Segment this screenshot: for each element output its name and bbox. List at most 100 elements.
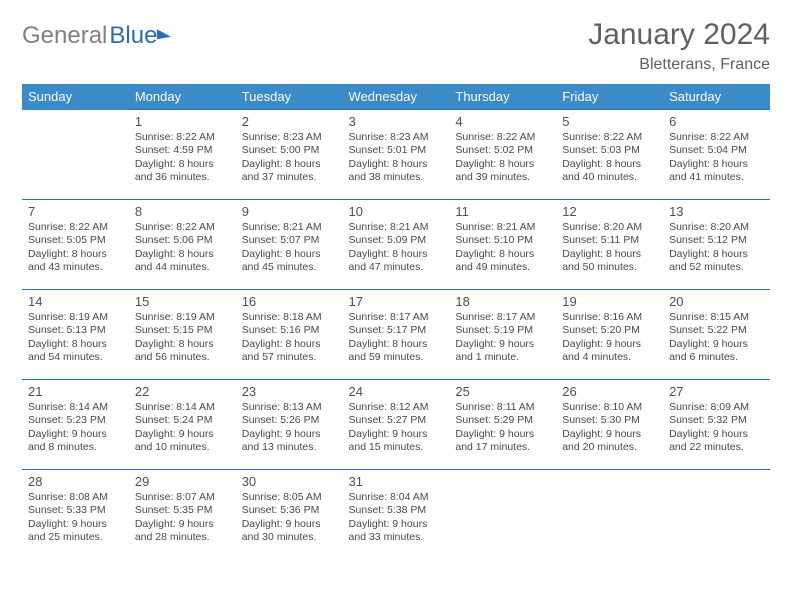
weekday-header: Friday bbox=[556, 84, 663, 110]
month-title: January 2024 bbox=[588, 18, 770, 52]
day-info-line: Sunrise: 8:21 AM bbox=[455, 221, 550, 234]
weekday-header-row: Sunday Monday Tuesday Wednesday Thursday… bbox=[22, 84, 770, 110]
day-info-line: and 6 minutes. bbox=[669, 351, 764, 364]
day-info-line: Sunrise: 8:20 AM bbox=[562, 221, 657, 234]
day-info-line: Daylight: 8 hours bbox=[349, 248, 444, 261]
day-number: 16 bbox=[242, 294, 337, 309]
calendar-day-cell: 20Sunrise: 8:15 AMSunset: 5:22 PMDayligh… bbox=[663, 290, 770, 376]
location-label: Bletterans, France bbox=[588, 56, 770, 74]
day-info-line: Daylight: 8 hours bbox=[669, 158, 764, 171]
day-info-line: Sunrise: 8:17 AM bbox=[455, 311, 550, 324]
day-info-line: and 43 minutes. bbox=[28, 261, 123, 274]
day-number: 19 bbox=[562, 294, 657, 309]
day-number: 12 bbox=[562, 204, 657, 219]
calendar-day-cell: 18Sunrise: 8:17 AMSunset: 5:19 PMDayligh… bbox=[449, 290, 556, 376]
day-info-line: Daylight: 9 hours bbox=[669, 338, 764, 351]
calendar-day-cell: 8Sunrise: 8:22 AMSunset: 5:06 PMDaylight… bbox=[129, 200, 236, 286]
day-info-line: Daylight: 9 hours bbox=[562, 428, 657, 441]
day-info-line: Daylight: 9 hours bbox=[135, 428, 230, 441]
logo-text-blue: Blue bbox=[109, 22, 157, 50]
day-info-line: Sunset: 5:02 PM bbox=[455, 144, 550, 157]
day-number: 29 bbox=[135, 474, 230, 489]
day-info-line: Daylight: 8 hours bbox=[242, 338, 337, 351]
day-info-line: and 54 minutes. bbox=[28, 351, 123, 364]
day-info: Sunrise: 8:22 AMSunset: 5:02 PMDaylight:… bbox=[455, 131, 550, 185]
calendar-day-cell: 29Sunrise: 8:07 AMSunset: 5:35 PMDayligh… bbox=[129, 470, 236, 556]
day-info-line: and 17 minutes. bbox=[455, 441, 550, 454]
calendar-day-cell: 22Sunrise: 8:14 AMSunset: 5:24 PMDayligh… bbox=[129, 380, 236, 466]
day-info-line: and 28 minutes. bbox=[135, 531, 230, 544]
day-number: 21 bbox=[28, 384, 123, 399]
day-info-line: and 30 minutes. bbox=[242, 531, 337, 544]
calendar-day-cell bbox=[663, 470, 770, 556]
calendar-week-row: 1Sunrise: 8:22 AMSunset: 4:59 PMDaylight… bbox=[22, 110, 770, 196]
day-info-line: Daylight: 8 hours bbox=[28, 338, 123, 351]
day-info-line: and 57 minutes. bbox=[242, 351, 337, 364]
day-info-line: Daylight: 8 hours bbox=[562, 248, 657, 261]
day-info-line: and 20 minutes. bbox=[562, 441, 657, 454]
day-number: 9 bbox=[242, 204, 337, 219]
calendar-week-row: 28Sunrise: 8:08 AMSunset: 5:33 PMDayligh… bbox=[22, 470, 770, 556]
day-info-line: Sunset: 5:27 PM bbox=[349, 414, 444, 427]
day-info-line: Daylight: 9 hours bbox=[669, 428, 764, 441]
day-info-line: and 33 minutes. bbox=[349, 531, 444, 544]
day-info-line: and 40 minutes. bbox=[562, 171, 657, 184]
day-info-line: Sunrise: 8:05 AM bbox=[242, 491, 337, 504]
day-info-line: Daylight: 8 hours bbox=[349, 338, 444, 351]
day-info: Sunrise: 8:05 AMSunset: 5:36 PMDaylight:… bbox=[242, 491, 337, 545]
weekday-header: Saturday bbox=[663, 84, 770, 110]
day-info-line: Sunset: 5:01 PM bbox=[349, 144, 444, 157]
day-info-line: and 50 minutes. bbox=[562, 261, 657, 274]
day-info-line: Sunrise: 8:22 AM bbox=[135, 221, 230, 234]
day-info-line: and 4 minutes. bbox=[562, 351, 657, 364]
day-info: Sunrise: 8:08 AMSunset: 5:33 PMDaylight:… bbox=[28, 491, 123, 545]
day-info: Sunrise: 8:16 AMSunset: 5:20 PMDaylight:… bbox=[562, 311, 657, 365]
day-info: Sunrise: 8:22 AMSunset: 4:59 PMDaylight:… bbox=[135, 131, 230, 185]
calendar-day-cell: 17Sunrise: 8:17 AMSunset: 5:17 PMDayligh… bbox=[343, 290, 450, 376]
day-info-line: and 15 minutes. bbox=[349, 441, 444, 454]
calendar-day-cell: 12Sunrise: 8:20 AMSunset: 5:11 PMDayligh… bbox=[556, 200, 663, 286]
weekday-header: Wednesday bbox=[343, 84, 450, 110]
day-info-line: Sunrise: 8:22 AM bbox=[28, 221, 123, 234]
calendar-day-cell: 27Sunrise: 8:09 AMSunset: 5:32 PMDayligh… bbox=[663, 380, 770, 466]
calendar-week-row: 14Sunrise: 8:19 AMSunset: 5:13 PMDayligh… bbox=[22, 290, 770, 376]
day-number: 6 bbox=[669, 114, 764, 129]
day-number: 10 bbox=[349, 204, 444, 219]
day-info: Sunrise: 8:18 AMSunset: 5:16 PMDaylight:… bbox=[242, 311, 337, 365]
calendar-day-cell: 28Sunrise: 8:08 AMSunset: 5:33 PMDayligh… bbox=[22, 470, 129, 556]
calendar-day-cell: 14Sunrise: 8:19 AMSunset: 5:13 PMDayligh… bbox=[22, 290, 129, 376]
day-info-line: Sunset: 5:04 PM bbox=[669, 144, 764, 157]
day-info-line: and 36 minutes. bbox=[135, 171, 230, 184]
day-info-line: Sunset: 5:17 PM bbox=[349, 324, 444, 337]
day-info-line: Sunrise: 8:08 AM bbox=[28, 491, 123, 504]
day-number: 7 bbox=[28, 204, 123, 219]
day-info-line: Sunrise: 8:22 AM bbox=[455, 131, 550, 144]
day-info: Sunrise: 8:21 AMSunset: 5:07 PMDaylight:… bbox=[242, 221, 337, 275]
day-info-line: and 52 minutes. bbox=[669, 261, 764, 274]
day-info: Sunrise: 8:22 AMSunset: 5:05 PMDaylight:… bbox=[28, 221, 123, 275]
day-number: 30 bbox=[242, 474, 337, 489]
day-info-line: Sunset: 5:15 PM bbox=[135, 324, 230, 337]
day-info: Sunrise: 8:04 AMSunset: 5:38 PMDaylight:… bbox=[349, 491, 444, 545]
day-info: Sunrise: 8:10 AMSunset: 5:30 PMDaylight:… bbox=[562, 401, 657, 455]
day-info-line: Sunrise: 8:04 AM bbox=[349, 491, 444, 504]
logo-arrow-icon bbox=[157, 27, 171, 39]
day-info-line: and 8 minutes. bbox=[28, 441, 123, 454]
day-info-line: Daylight: 8 hours bbox=[669, 248, 764, 261]
day-info-line: and 39 minutes. bbox=[455, 171, 550, 184]
day-info-line: Daylight: 8 hours bbox=[135, 158, 230, 171]
day-info-line: and 25 minutes. bbox=[28, 531, 123, 544]
day-info-line: Sunrise: 8:07 AM bbox=[135, 491, 230, 504]
day-info-line: Sunset: 5:16 PM bbox=[242, 324, 337, 337]
day-info-line: Daylight: 9 hours bbox=[242, 428, 337, 441]
day-info-line: Sunrise: 8:23 AM bbox=[242, 131, 337, 144]
day-info-line: Sunrise: 8:21 AM bbox=[242, 221, 337, 234]
day-info-line: Daylight: 8 hours bbox=[135, 248, 230, 261]
day-info-line: Sunrise: 8:22 AM bbox=[669, 131, 764, 144]
day-info-line: and 56 minutes. bbox=[135, 351, 230, 364]
day-info: Sunrise: 8:21 AMSunset: 5:10 PMDaylight:… bbox=[455, 221, 550, 275]
day-info: Sunrise: 8:22 AMSunset: 5:03 PMDaylight:… bbox=[562, 131, 657, 185]
day-info-line: Sunrise: 8:11 AM bbox=[455, 401, 550, 414]
day-info-line: Daylight: 9 hours bbox=[349, 518, 444, 531]
day-info-line: Sunset: 5:20 PM bbox=[562, 324, 657, 337]
